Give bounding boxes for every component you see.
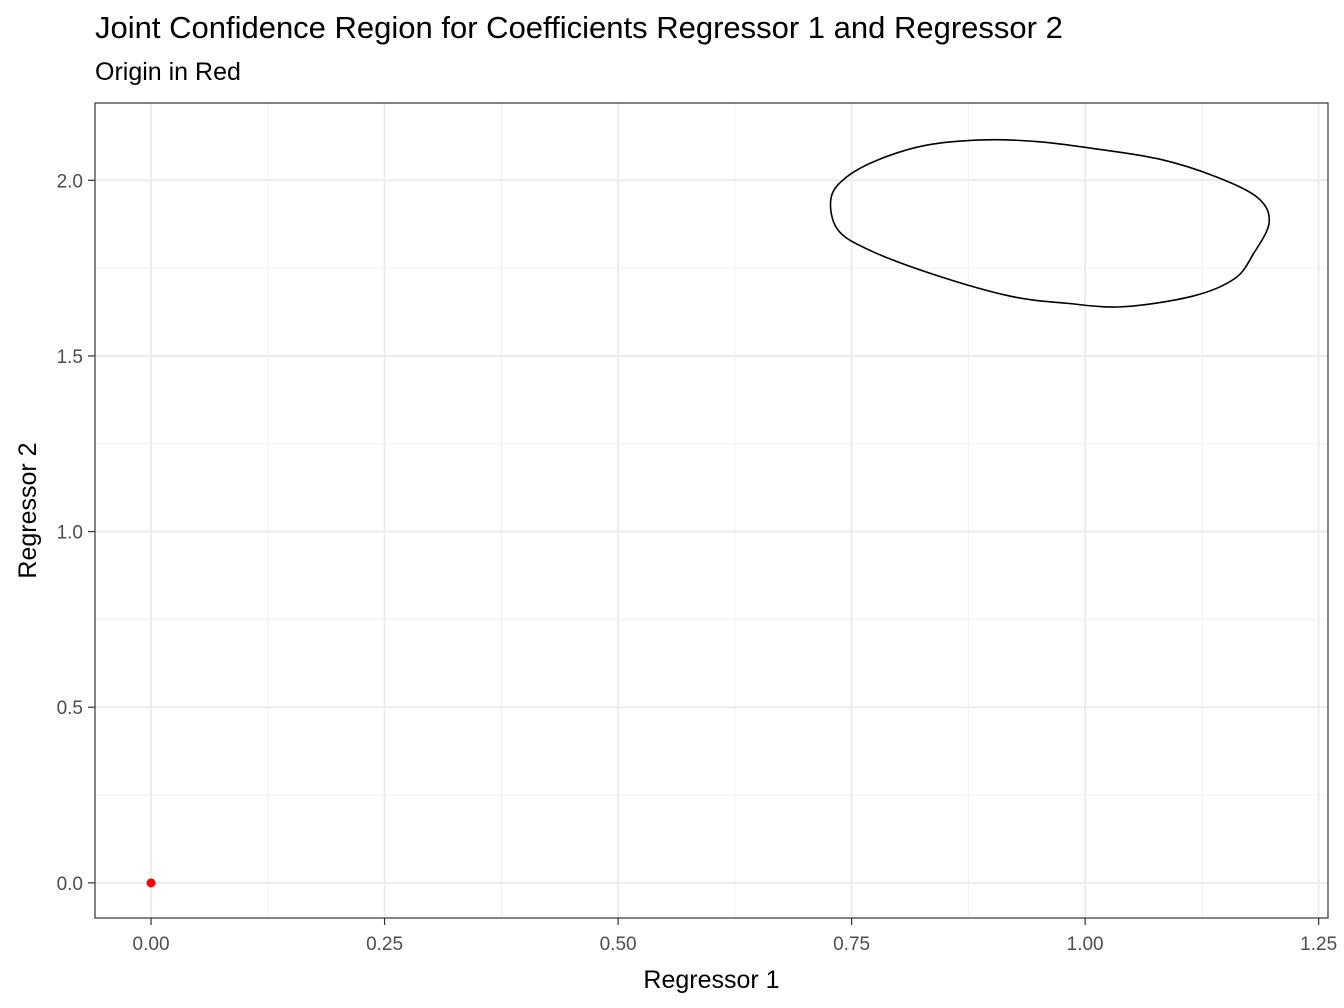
x-tick-label: 1.25 xyxy=(1300,934,1337,955)
y-tick-label: 1.0 xyxy=(57,523,83,544)
x-axis-title: Regressor 1 xyxy=(643,966,779,994)
confidence-ellipse xyxy=(829,138,1271,308)
y-tick-label: 1.5 xyxy=(57,347,83,368)
axis-layer: 0.00 0.25 0.50 0.75 1.00 1.25 0.0 0.5 1.0 1.5 2.0 xyxy=(57,171,1338,955)
y-tick-label: 2.0 xyxy=(57,171,83,192)
x-tick-label: 0.00 xyxy=(133,934,170,955)
y-tick-label: 0.5 xyxy=(57,698,83,719)
x-tick-label: 0.50 xyxy=(600,934,637,955)
grid-layer xyxy=(95,103,1328,918)
y-tick-label: 0.0 xyxy=(57,874,83,895)
x-tick-label: 0.25 xyxy=(366,934,403,955)
chart-title: Joint Confidence Region for Coefficients… xyxy=(95,10,1063,45)
x-tick-label: 1.00 xyxy=(1067,934,1104,955)
panel-border xyxy=(94,102,1329,919)
chart-subtitle: Origin in Red xyxy=(95,58,241,86)
origin-point xyxy=(146,878,156,888)
x-tick-label: 0.75 xyxy=(833,934,870,955)
y-axis-title: Regressor 2 xyxy=(14,442,42,578)
data-layer xyxy=(146,138,1271,888)
